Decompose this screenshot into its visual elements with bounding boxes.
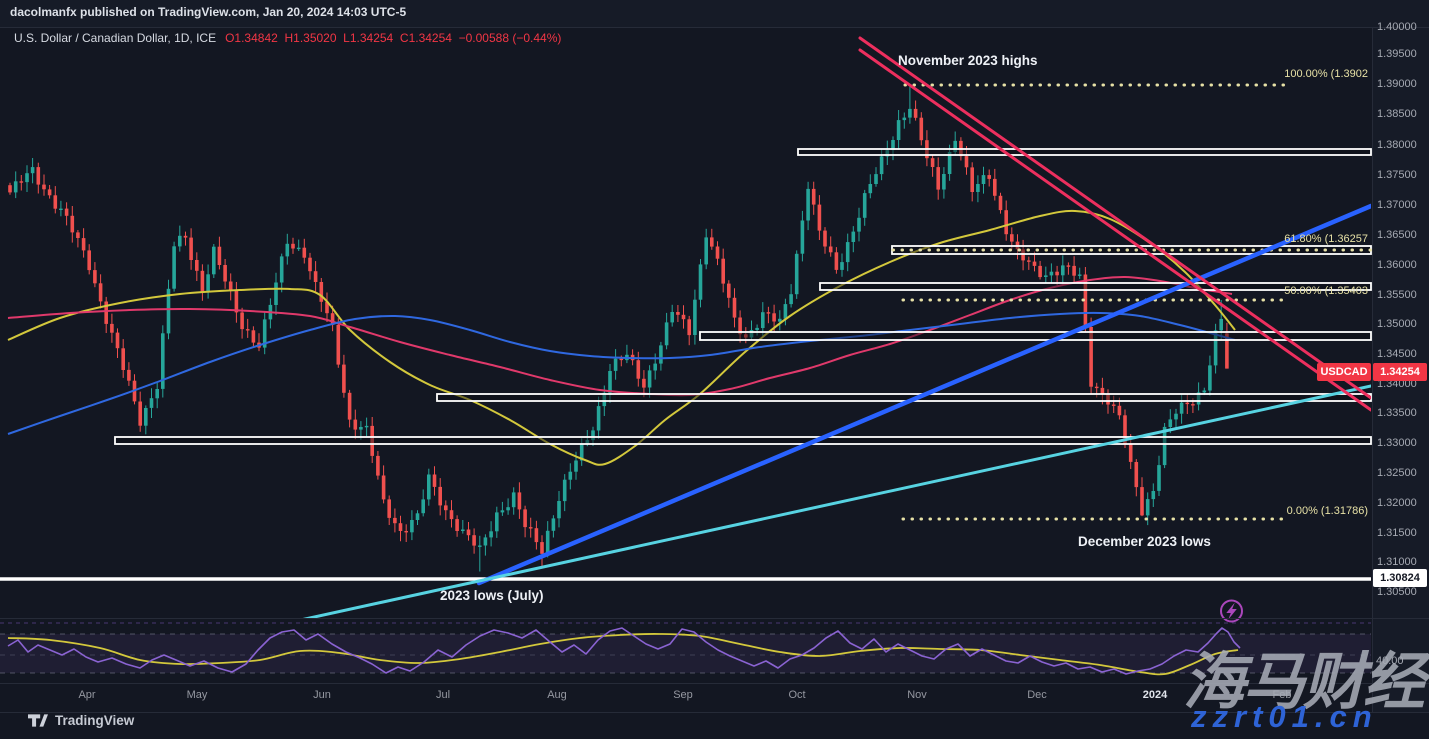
price-axis-label: 1.33000 bbox=[1377, 437, 1417, 449]
time-axis-label: Nov bbox=[907, 689, 927, 701]
level-price-value: 1.30824 bbox=[1380, 572, 1420, 584]
time-axis-label: Aug bbox=[547, 689, 567, 701]
time-axis-label: May bbox=[186, 689, 208, 701]
fib-level-label: 61.80% (1.36257 bbox=[1284, 233, 1368, 245]
fib-level-label: 100.00% (1.3902 bbox=[1284, 68, 1368, 80]
last-price-symbol-chip: USDCAD bbox=[1317, 363, 1371, 381]
price-axis-label: 1.31500 bbox=[1377, 527, 1417, 539]
time-axis-label: Apr bbox=[78, 689, 96, 701]
annotation-november-highs: November 2023 highs bbox=[898, 53, 1038, 68]
price-axis-label: 1.34500 bbox=[1377, 348, 1417, 360]
boost-lightning-icon bbox=[1220, 599, 1243, 623]
time-axis-label: Jun bbox=[313, 689, 331, 701]
price-axis-label: 1.37500 bbox=[1377, 169, 1417, 181]
price-axis-label: 1.40000 bbox=[1377, 21, 1417, 33]
annotation-july-lows: 2023 lows (July) bbox=[440, 588, 544, 603]
price-axis-label: 1.36500 bbox=[1377, 229, 1417, 241]
time-axis-label: Feb bbox=[1272, 689, 1292, 701]
ohlc-values: O1.34842 H1.35020 L1.34254 C1.34254 −0.0… bbox=[225, 31, 562, 45]
last-price-value: 1.34254 bbox=[1380, 366, 1420, 378]
price-axis-label: 1.34000 bbox=[1377, 378, 1417, 390]
price-axis-label: 1.31000 bbox=[1377, 556, 1417, 568]
level-price-badge: 1.30824 bbox=[1373, 569, 1427, 587]
time-axis-label: Dec bbox=[1027, 689, 1047, 701]
time-axis-label: Oct bbox=[788, 689, 806, 701]
price-axis-label: 1.39000 bbox=[1377, 78, 1417, 90]
symbol-legend[interactable]: U.S. Dollar / Canadian Dollar, 1D, ICE O1… bbox=[14, 31, 561, 45]
published-text: dacolmanfx published on TradingView.com,… bbox=[10, 5, 407, 19]
price-axis-label: 1.37000 bbox=[1377, 199, 1417, 211]
fib-level-label: 50.00% (1.35403 bbox=[1284, 285, 1368, 297]
annotation-december-lows: December 2023 lows bbox=[1078, 534, 1211, 549]
price-axis-label: 1.39500 bbox=[1377, 48, 1417, 60]
fib-level-label: 0.00% (1.31786) bbox=[1286, 505, 1368, 517]
price-axis-label: 1.32000 bbox=[1377, 497, 1417, 509]
price-axis-label: 1.35500 bbox=[1377, 289, 1417, 301]
price-axis-label: 1.38500 bbox=[1377, 108, 1417, 120]
time-axis-label: 2024 bbox=[1142, 689, 1168, 701]
price-axis-label: 1.33500 bbox=[1377, 407, 1417, 419]
price-axis-label: 1.30500 bbox=[1377, 586, 1417, 598]
price-axis-label: 1.38000 bbox=[1377, 139, 1417, 151]
time-axis-label: Jul bbox=[435, 689, 451, 701]
price-axis-label: 1.36000 bbox=[1377, 259, 1417, 271]
price-axis-label: 1.35000 bbox=[1377, 318, 1417, 330]
indicator-axis-label: 40.00 bbox=[1376, 655, 1404, 667]
price-axis-label: 1.32500 bbox=[1377, 467, 1417, 479]
tradingview-logo[interactable]: TradingView bbox=[28, 713, 134, 728]
tradingview-mark-icon bbox=[28, 714, 48, 727]
tradingview-logo-text: TradingView bbox=[55, 713, 135, 728]
last-price-badge: 1.34254 bbox=[1373, 363, 1427, 381]
time-axis-label: Sep bbox=[673, 689, 693, 701]
published-bar: dacolmanfx published on TradingView.com,… bbox=[0, 0, 1429, 28]
symbol-title: U.S. Dollar / Canadian Dollar, 1D, ICE bbox=[14, 31, 217, 45]
last-price-symbol: USDCAD bbox=[1320, 366, 1368, 378]
